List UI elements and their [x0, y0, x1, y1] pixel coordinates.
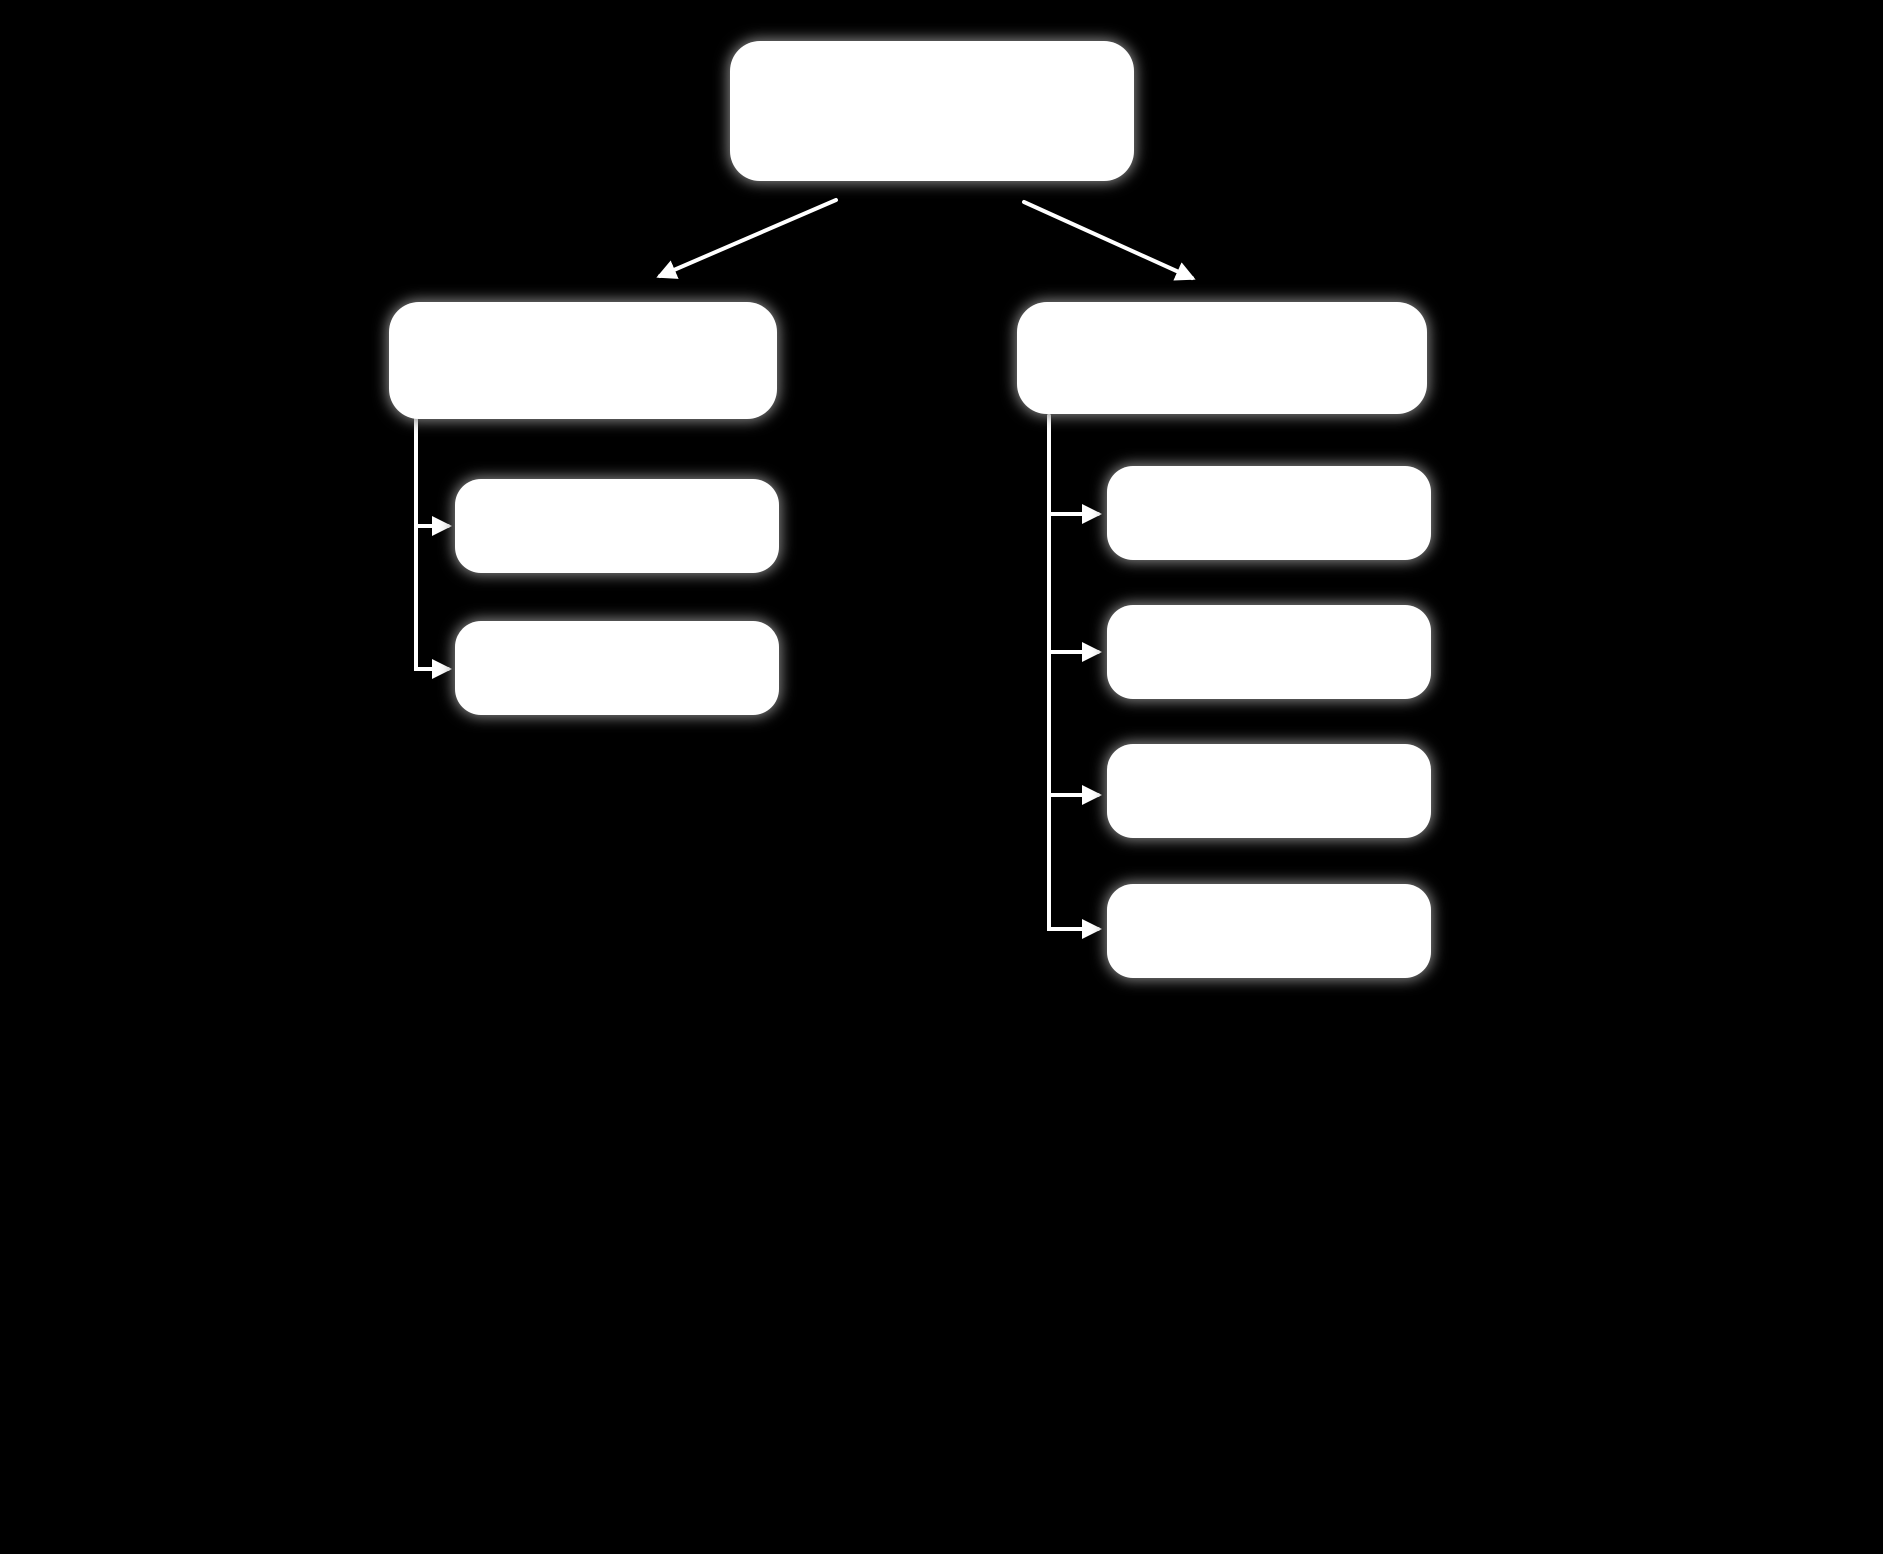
node-R — [1017, 302, 1427, 414]
edge-elbow — [1049, 416, 1098, 652]
diagram-canvas — [338, 0, 1546, 994]
node-R2 — [1107, 605, 1431, 699]
node-R4 — [1107, 884, 1431, 978]
node-R3 — [1107, 744, 1431, 838]
edge-elbow — [1049, 416, 1098, 795]
edge-elbow — [1049, 416, 1098, 514]
edge-diagonal — [1024, 202, 1192, 278]
edge-elbow — [1049, 416, 1098, 929]
node-L1 — [455, 479, 779, 573]
edge-elbow — [416, 419, 448, 669]
node-root — [730, 41, 1134, 181]
node-L2 — [455, 621, 779, 715]
edge-diagonal — [660, 200, 836, 276]
node-L — [389, 302, 777, 419]
node-R1 — [1107, 466, 1431, 560]
edge-elbow — [416, 419, 448, 526]
